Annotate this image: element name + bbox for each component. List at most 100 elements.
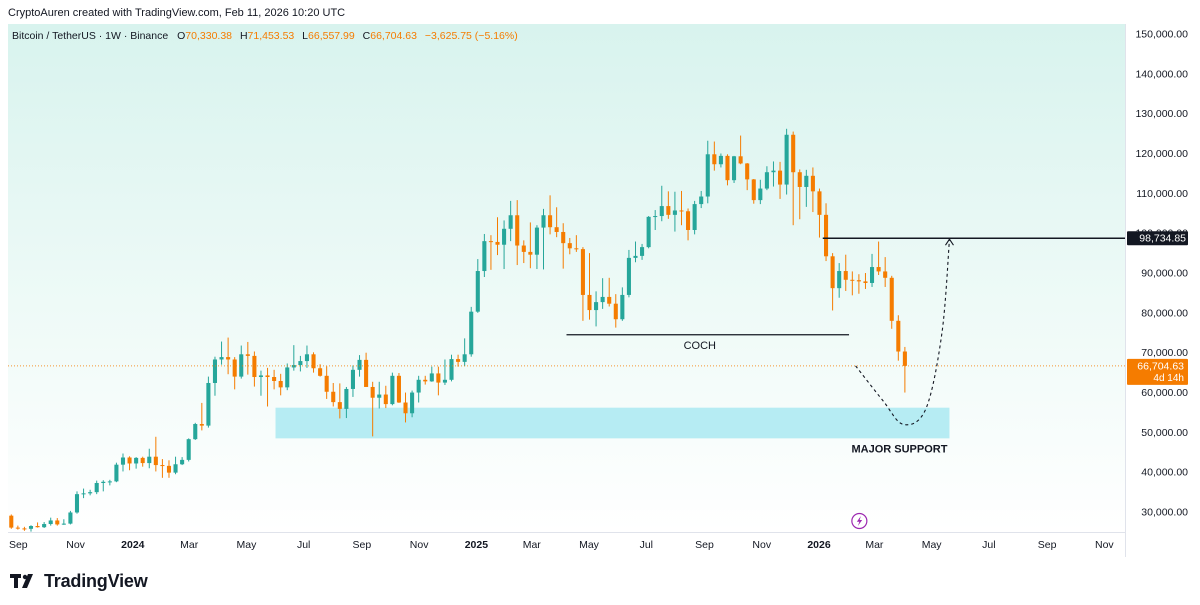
chart-panel[interactable]: COCH MAJOR SUPPORT 150,000.00 140,000.00 13… bbox=[8, 24, 1192, 557]
candle bbox=[140, 456, 145, 467]
candle bbox=[311, 352, 316, 373]
candle-body bbox=[28, 526, 34, 529]
projection-path[interactable] bbox=[855, 239, 951, 426]
time-tick-label: Nov bbox=[752, 539, 771, 551]
candle-body bbox=[390, 375, 395, 405]
projection-arrowhead bbox=[945, 238, 954, 246]
candle bbox=[810, 167, 815, 213]
candle bbox=[889, 275, 894, 329]
price-tick-label: 130,000.00 bbox=[1135, 108, 1188, 120]
candle bbox=[856, 274, 861, 294]
candle bbox=[797, 169, 802, 220]
price-tick-label: 80,000.00 bbox=[1141, 307, 1188, 319]
candle bbox=[732, 155, 737, 183]
time-tick-label: Jul bbox=[640, 539, 653, 551]
price-tick-label: 140,000.00 bbox=[1135, 68, 1188, 80]
candle-body bbox=[679, 210, 684, 212]
candle bbox=[81, 488, 86, 499]
candle bbox=[61, 519, 66, 525]
candle bbox=[160, 459, 165, 478]
time-tick-label: Sep bbox=[353, 539, 372, 551]
candle bbox=[843, 254, 848, 291]
candle-body bbox=[456, 359, 461, 362]
time-tick-label: May bbox=[236, 539, 257, 551]
candle-body bbox=[55, 520, 60, 525]
candle bbox=[725, 154, 730, 186]
candle bbox=[633, 241, 638, 263]
candle-body bbox=[817, 191, 822, 215]
candle bbox=[403, 392, 408, 423]
time-tick-label: May bbox=[922, 539, 943, 551]
candle bbox=[850, 271, 855, 296]
candle-body bbox=[686, 211, 691, 230]
candle bbox=[502, 220, 507, 270]
candle-body bbox=[232, 359, 237, 377]
price-tick-label: 90,000.00 bbox=[1141, 268, 1188, 280]
lightning-icon[interactable] bbox=[851, 512, 868, 530]
candle-body bbox=[534, 227, 539, 255]
candle-body bbox=[219, 357, 224, 360]
candle-body bbox=[416, 379, 421, 393]
time-tick-label: Nov bbox=[410, 539, 429, 551]
candle bbox=[416, 375, 421, 403]
candle-body bbox=[620, 294, 625, 320]
candle-body bbox=[134, 457, 139, 464]
symbol-legend[interactable]: Bitcoin / TetherUS · 1W · Binance O70,33… bbox=[12, 30, 518, 42]
candle-body bbox=[830, 256, 835, 289]
candle-body bbox=[488, 241, 493, 243]
candle-body bbox=[640, 247, 645, 256]
major-support-zone[interactable] bbox=[275, 407, 950, 439]
candle bbox=[758, 179, 763, 205]
candle bbox=[101, 480, 106, 492]
candle bbox=[232, 357, 237, 390]
candle-body bbox=[528, 251, 533, 255]
candle bbox=[429, 366, 434, 382]
candle bbox=[278, 373, 283, 396]
candle-body bbox=[383, 394, 388, 405]
candle bbox=[298, 355, 303, 372]
candle bbox=[206, 376, 211, 428]
candle bbox=[28, 525, 34, 532]
candle bbox=[718, 153, 723, 168]
candle bbox=[824, 203, 829, 262]
candle-body bbox=[61, 523, 66, 525]
time-tick-label: Sep bbox=[1038, 539, 1057, 551]
candle-body bbox=[515, 215, 520, 246]
candle-body bbox=[850, 279, 855, 281]
candle-body bbox=[311, 354, 316, 369]
candle-body bbox=[35, 526, 40, 528]
candle-body bbox=[304, 354, 309, 362]
candle-body bbox=[541, 215, 546, 228]
candle-body bbox=[837, 271, 842, 289]
candle bbox=[74, 491, 80, 514]
candle-body bbox=[101, 481, 106, 483]
candle-body bbox=[337, 402, 342, 409]
candle-body bbox=[764, 172, 769, 189]
candle-body bbox=[370, 386, 375, 398]
current-price-label: 66,704.63 bbox=[1137, 360, 1184, 372]
candle bbox=[902, 346, 907, 393]
candle bbox=[580, 247, 585, 321]
candle bbox=[42, 522, 47, 529]
candle bbox=[68, 510, 73, 525]
candle bbox=[166, 460, 172, 478]
price-tick-label: 120,000.00 bbox=[1135, 148, 1188, 160]
ohlc-open-key: O bbox=[177, 30, 185, 42]
candle-body bbox=[580, 249, 585, 295]
candle-body bbox=[607, 296, 612, 304]
candle-body bbox=[646, 216, 651, 248]
candle bbox=[173, 456, 178, 475]
candle-body bbox=[403, 402, 408, 414]
candle-body bbox=[442, 379, 447, 383]
candle bbox=[199, 402, 204, 431]
candle-body bbox=[68, 512, 73, 524]
candle-body bbox=[127, 457, 132, 464]
candle bbox=[350, 365, 355, 397]
candle-body bbox=[331, 391, 336, 403]
candle-body bbox=[633, 255, 638, 258]
candle bbox=[672, 191, 677, 232]
candle-body bbox=[344, 388, 349, 409]
candlestick-chart[interactable]: COCH MAJOR SUPPORT 150,000.00 140,000.00 13… bbox=[8, 24, 1192, 557]
candle-body bbox=[186, 439, 191, 460]
